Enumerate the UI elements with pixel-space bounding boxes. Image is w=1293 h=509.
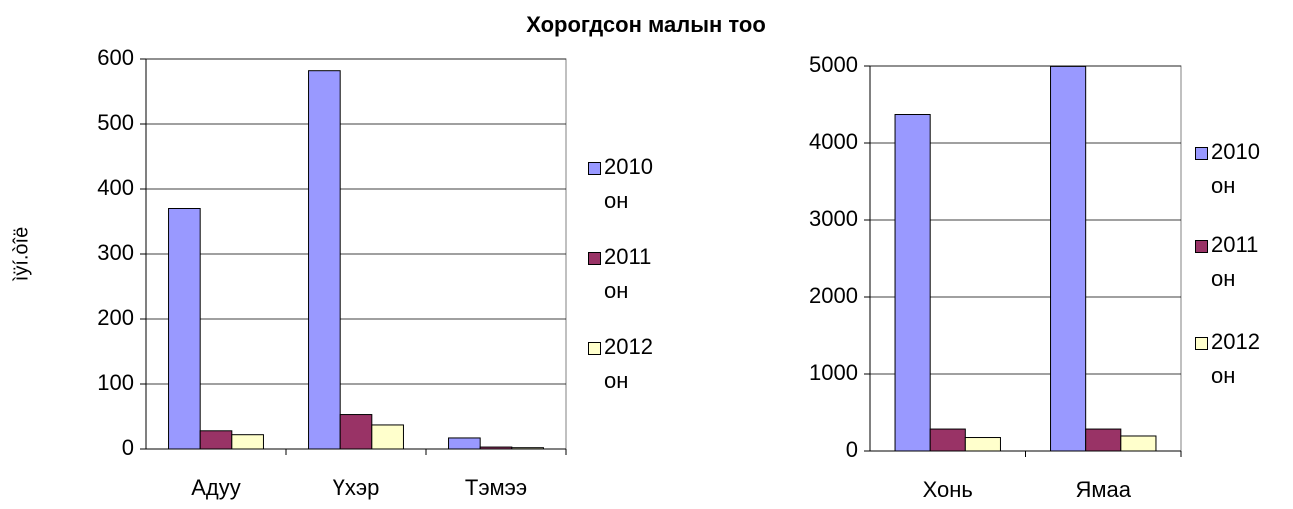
bar	[479, 446, 513, 450]
legend-label: 2012 он	[604, 334, 653, 393]
x-tick-label: Үхэр	[333, 475, 380, 500]
y-tick-label: 2000	[809, 283, 858, 308]
bar	[308, 70, 341, 450]
y-tick-label: 0	[122, 435, 134, 460]
bar	[231, 434, 264, 450]
y-tick-label: 1000	[809, 360, 858, 385]
y-tick-label: 100	[97, 370, 134, 395]
bar	[511, 447, 544, 450]
bar	[1120, 435, 1157, 452]
legend-swatch	[588, 252, 601, 265]
x-tick-label: Ямаа	[1076, 477, 1132, 502]
y-tick-label: 0	[846, 437, 858, 462]
bar	[371, 424, 404, 450]
bar	[199, 430, 233, 450]
legend-swatch	[1195, 337, 1208, 350]
bar	[929, 428, 966, 452]
bar	[1085, 428, 1122, 452]
legend-label: 2011 он	[1211, 232, 1259, 291]
y-axis-label: ìÿí.òîë	[10, 227, 32, 281]
x-tick-label: Хонь	[923, 477, 973, 502]
legend-label: 2010 он	[604, 154, 653, 213]
legend-label: 2011 он	[604, 244, 652, 303]
y-tick-label: 5000	[809, 52, 858, 77]
legend-label: 2010 он	[1211, 139, 1260, 198]
y-tick-label: 600	[97, 45, 134, 70]
x-tick-label: Адуу	[191, 475, 241, 500]
bar	[964, 437, 1001, 452]
legend-swatch	[588, 162, 601, 175]
bar	[894, 114, 931, 452]
y-tick-label: 3000	[809, 206, 858, 231]
y-tick-label: 400	[97, 175, 134, 200]
legend-swatch	[588, 342, 601, 355]
y-tick-label: 4000	[809, 129, 858, 154]
legend-swatch	[1195, 147, 1208, 160]
chart-title: Хорогдсон малын тоо	[526, 12, 766, 37]
legend-swatch	[1195, 240, 1208, 253]
bar	[168, 208, 201, 450]
bar	[448, 437, 481, 450]
bar	[339, 414, 373, 450]
bar	[1050, 65, 1087, 452]
legend-label: 2012 он	[1211, 329, 1260, 388]
y-tick-label: 300	[97, 240, 134, 265]
x-tick-label: Тэмээ	[465, 475, 527, 500]
y-tick-label: 500	[97, 110, 134, 135]
y-tick-label: 200	[97, 305, 134, 330]
